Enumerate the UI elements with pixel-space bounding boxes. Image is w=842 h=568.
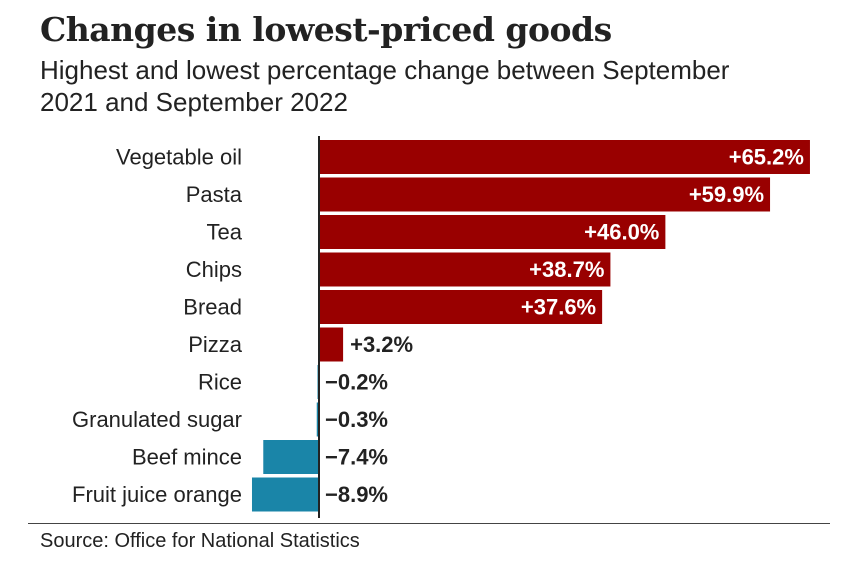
chart-subtitle: Highest and lowest percentage change bet… (40, 55, 730, 117)
value-label: −8.9% (325, 482, 388, 507)
value-label: −0.3% (325, 407, 388, 432)
category-label: Pizza (188, 332, 243, 357)
category-label: Beef mince (132, 445, 242, 470)
value-label: −0.2% (325, 370, 388, 395)
bar (319, 177, 771, 212)
bar (319, 290, 603, 324)
value-label: −7.4% (325, 445, 388, 470)
bar (319, 252, 611, 287)
value-label: +46.0% (584, 220, 659, 245)
category-label: Chips (186, 257, 242, 282)
bar (319, 327, 344, 362)
category-label: Pasta (186, 182, 243, 207)
value-label: +3.2% (350, 332, 413, 357)
footer-rule (28, 523, 830, 524)
category-label: Tea (207, 220, 243, 245)
source-note: Source: Office for National Statistics (40, 530, 360, 552)
category-label: Bread (183, 295, 242, 320)
bar (319, 140, 810, 174)
value-label: +65.2% (729, 145, 804, 170)
value-label: +38.7% (529, 257, 604, 282)
value-label: +59.9% (689, 182, 764, 207)
bar (251, 477, 319, 512)
category-label: Vegetable oil (116, 145, 242, 170)
chart-title: Changes in lowest-priced goods (40, 10, 612, 49)
category-label: Granulated sugar (72, 407, 242, 432)
value-label: +37.6% (521, 295, 596, 320)
category-label: Fruit juice orange (72, 482, 242, 507)
bar (319, 215, 666, 249)
bar (316, 402, 319, 437)
category-label: Rice (198, 370, 242, 395)
bar (263, 440, 319, 474)
